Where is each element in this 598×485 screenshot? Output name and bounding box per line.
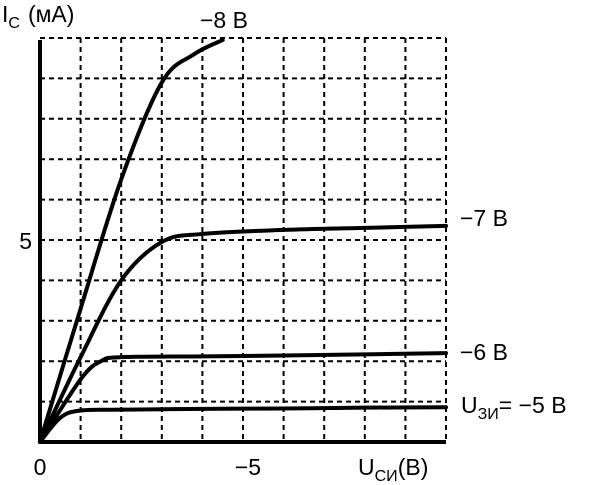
gate-voltage-prefix: U — [461, 392, 478, 418]
series-label-minus7: −7 В — [460, 205, 508, 231]
series-group — [38, 38, 448, 444]
y-tick-label-5: 5 — [19, 228, 32, 254]
x-axis-label: UСИ(В) — [358, 454, 428, 485]
x-tick-label-0: 0 — [34, 454, 47, 480]
y-axis-label: IC (мА) — [2, 1, 74, 32]
axes — [38, 40, 446, 444]
series-line-3 — [38, 405, 448, 444]
series-label-minus5: UЗИ= −5 В — [461, 392, 567, 423]
x-tick-label-minus5: −5 — [235, 454, 261, 480]
series-line-0 — [38, 38, 225, 444]
series-line-1 — [38, 223, 448, 444]
series-label-minus6: −6 В — [460, 339, 508, 365]
series-label-minus8: −8 В — [200, 7, 248, 33]
series-line-2 — [38, 351, 448, 444]
grid — [40, 37, 447, 442]
